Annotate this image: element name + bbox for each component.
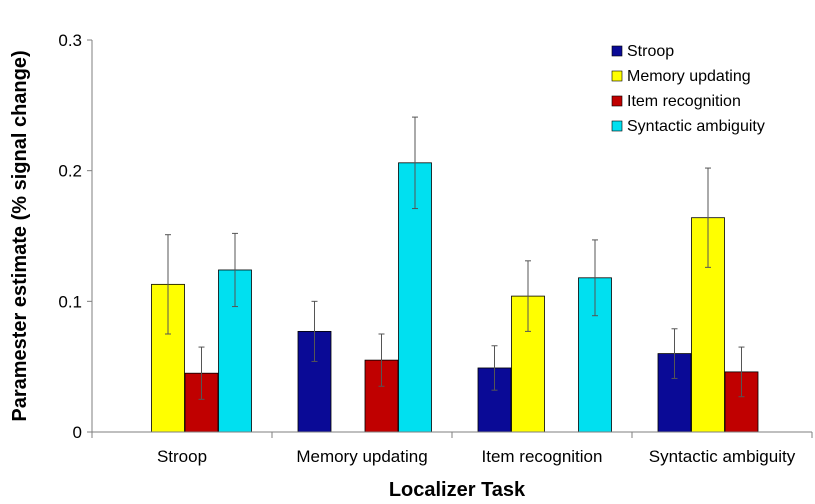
y-tick-label: 0.1 — [58, 292, 82, 311]
legend-swatch — [611, 95, 623, 107]
y-axis-label: Paramester estimate (% signal change) — [9, 50, 31, 421]
legend-swatch — [611, 70, 623, 82]
legend-label: Item recognition — [627, 93, 741, 110]
legend-swatch — [611, 120, 623, 132]
x-tick-label: Memory updating — [296, 447, 427, 466]
y-tick-label: 0.3 — [58, 31, 82, 50]
legend: Stroop Memory updating Item recognition Syn… — [611, 43, 765, 135]
legend-label: Syntactic ambiguity — [627, 118, 765, 135]
x-tick-label: Item recognition — [482, 447, 603, 466]
legend-label: Stroop — [627, 43, 674, 60]
x-tick-label: Stroop — [157, 447, 207, 466]
plot-area — [151, 116, 759, 433]
axes: 0 0.1 0.2 0.3 Stroop Memory updating Item reco… — [58, 31, 813, 466]
y-tick-label: 0.2 — [58, 162, 82, 181]
y-tick-label: 0 — [73, 423, 82, 442]
legend-swatch — [611, 45, 623, 57]
x-axis-label: Localizer Task — [389, 479, 526, 501]
x-tick-label: Syntactic ambiguity — [649, 447, 796, 466]
legend-label: Memory updating — [627, 68, 751, 85]
